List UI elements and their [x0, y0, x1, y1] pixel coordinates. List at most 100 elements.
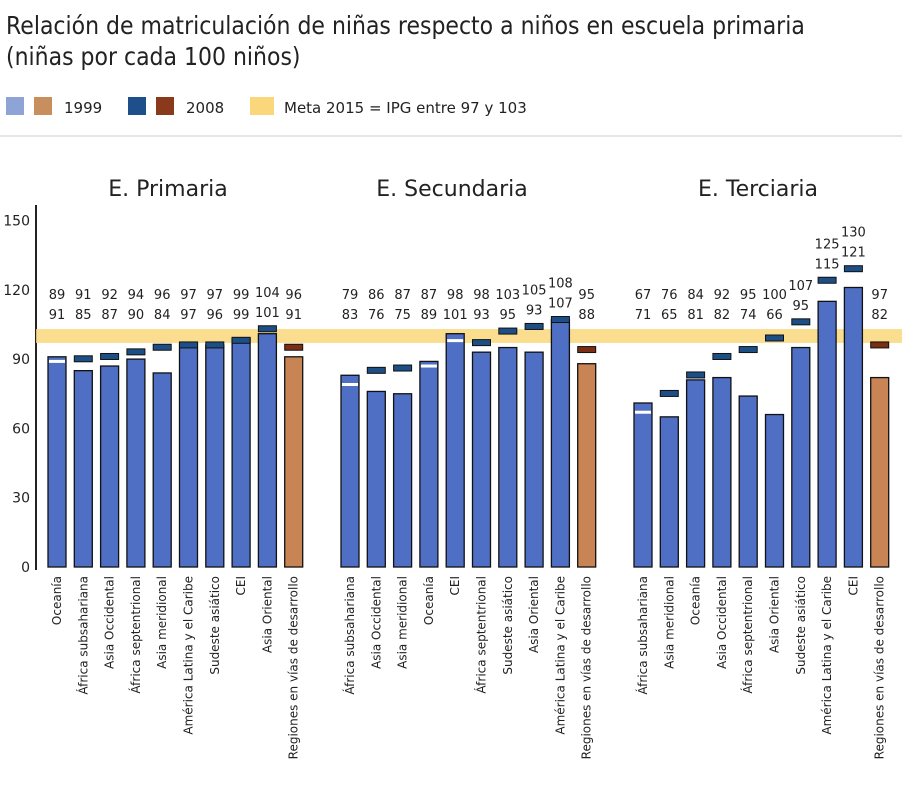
marker-2008 — [524, 322, 544, 330]
category-label: Asia Oriental — [527, 576, 541, 653]
data-label-2008: 98 — [447, 288, 464, 303]
data-label-1999: 75 — [394, 308, 411, 323]
y-tick-label: 0 — [21, 560, 30, 576]
marker-2008 — [49, 359, 65, 363]
bar-1999 — [178, 342, 199, 568]
y-tick-label: 150 — [3, 214, 30, 230]
legend-swatch-1999-b — [34, 97, 52, 115]
bar-1999 — [577, 363, 597, 568]
bar-1999 — [284, 356, 304, 568]
marker-2008 — [205, 341, 225, 349]
bar-1999 — [498, 346, 518, 568]
bar-1999 — [99, 365, 120, 568]
bar-1999 — [340, 374, 360, 568]
category-label: Asia Occidental — [715, 576, 729, 669]
data-label-2008: 97 — [180, 288, 197, 303]
data-label-1999: 93 — [473, 308, 490, 323]
data-label-2008: 99 — [233, 288, 250, 303]
legend-swatch-2008-b — [156, 97, 174, 115]
data-label-2008: 91 — [75, 288, 92, 303]
marker-2008 — [393, 364, 413, 372]
category-label: Asia Occidental — [369, 576, 383, 669]
category-label: Regiones en vías de desarrollo — [580, 576, 594, 759]
y-tick-label: 30 — [12, 491, 30, 507]
marker-2008 — [447, 339, 464, 343]
category-label: Asia meridional — [155, 576, 169, 669]
marker-2008 — [472, 339, 491, 347]
subtitle-line: (niñas por cada 100 niños) — [6, 42, 301, 71]
data-label-2008: 100 — [762, 288, 787, 303]
marker-2008 — [257, 325, 277, 333]
marker-2008 — [420, 364, 437, 368]
panel-title: E. Secundaria — [376, 177, 527, 202]
data-label-1999: 121 — [841, 246, 866, 261]
marker-2008 — [550, 316, 570, 324]
category-label: Regiones en vías de desarrollo — [873, 576, 887, 759]
category-label: África subsahariana — [342, 576, 357, 695]
bar-1999 — [685, 379, 706, 568]
category-label: Oceanía — [422, 576, 436, 625]
data-label-1999: 90 — [128, 308, 145, 323]
data-label-2008: 84 — [687, 288, 704, 303]
bar-1999 — [126, 358, 146, 568]
data-label-2008: 98 — [473, 288, 490, 303]
bar-1999 — [870, 376, 890, 568]
legend-label-target: Meta 2015 = IPG entre 97 y 103 — [284, 99, 527, 117]
bar-1999 — [205, 344, 225, 568]
marker-2008 — [817, 276, 837, 284]
data-label-2008: 92 — [101, 288, 118, 303]
marker-2008 — [100, 352, 120, 360]
category-label: África septentrional — [474, 576, 489, 694]
y-tick-label: 120 — [3, 283, 30, 299]
data-label-2008: 105 — [522, 283, 547, 298]
bar-1999 — [633, 402, 653, 568]
y-tick-label: 90 — [12, 352, 30, 368]
data-label-1999: 99 — [233, 308, 250, 323]
data-label-2008: 87 — [394, 288, 411, 303]
data-label-1999: 101 — [443, 308, 468, 323]
category-label: CEI — [846, 576, 860, 596]
data-label-1999: 101 — [255, 306, 280, 321]
data-label-1999: 95 — [793, 299, 810, 314]
data-label-2008: 107 — [788, 279, 813, 294]
category-label: África septentrional — [128, 576, 143, 694]
target-band — [36, 329, 902, 343]
data-label-1999: 83 — [342, 308, 359, 323]
data-label-2008: 79 — [342, 288, 359, 303]
data-label-1999: 89 — [421, 308, 438, 323]
bar-1999 — [445, 333, 465, 568]
category-label: África subsahariana — [75, 576, 90, 695]
bar-1999 — [73, 369, 93, 568]
bar-1999 — [791, 346, 811, 568]
data-label-1999: 96 — [207, 308, 224, 323]
data-label-2008: 125 — [815, 237, 840, 252]
marker-2008 — [284, 343, 304, 351]
bar-1999 — [764, 413, 785, 568]
category-label: Oceanía — [50, 576, 64, 625]
data-label-1999: 85 — [75, 308, 92, 323]
bar-1999 — [231, 337, 251, 568]
category-label: CEI — [448, 576, 462, 596]
legend-label-1999: 1999 — [64, 99, 102, 117]
marker-2008 — [577, 346, 597, 354]
title-line: Relación de matriculación de niñas respe… — [6, 11, 805, 40]
data-label-2008: 104 — [255, 286, 280, 301]
data-label-2008: 97 — [207, 288, 224, 303]
data-label-1999: 81 — [687, 308, 704, 323]
bar-1999 — [392, 393, 413, 568]
data-label-1999: 115 — [815, 257, 840, 272]
marker-2008 — [843, 265, 863, 273]
bar-1999 — [366, 390, 386, 568]
marker-2008 — [791, 318, 811, 326]
category-label: Sudeste asiático — [501, 576, 515, 675]
marker-2008 — [765, 334, 784, 342]
data-label-1999: 107 — [548, 297, 573, 312]
data-label-1999: 88 — [578, 308, 595, 323]
category-label: Asia Oriental — [260, 576, 274, 653]
category-label: África subsahariana — [635, 576, 650, 695]
bar-1999 — [152, 372, 172, 568]
category-label: Asia Oriental — [768, 576, 782, 653]
data-label-2008: 87 — [421, 288, 438, 303]
marker-2008 — [498, 327, 518, 335]
